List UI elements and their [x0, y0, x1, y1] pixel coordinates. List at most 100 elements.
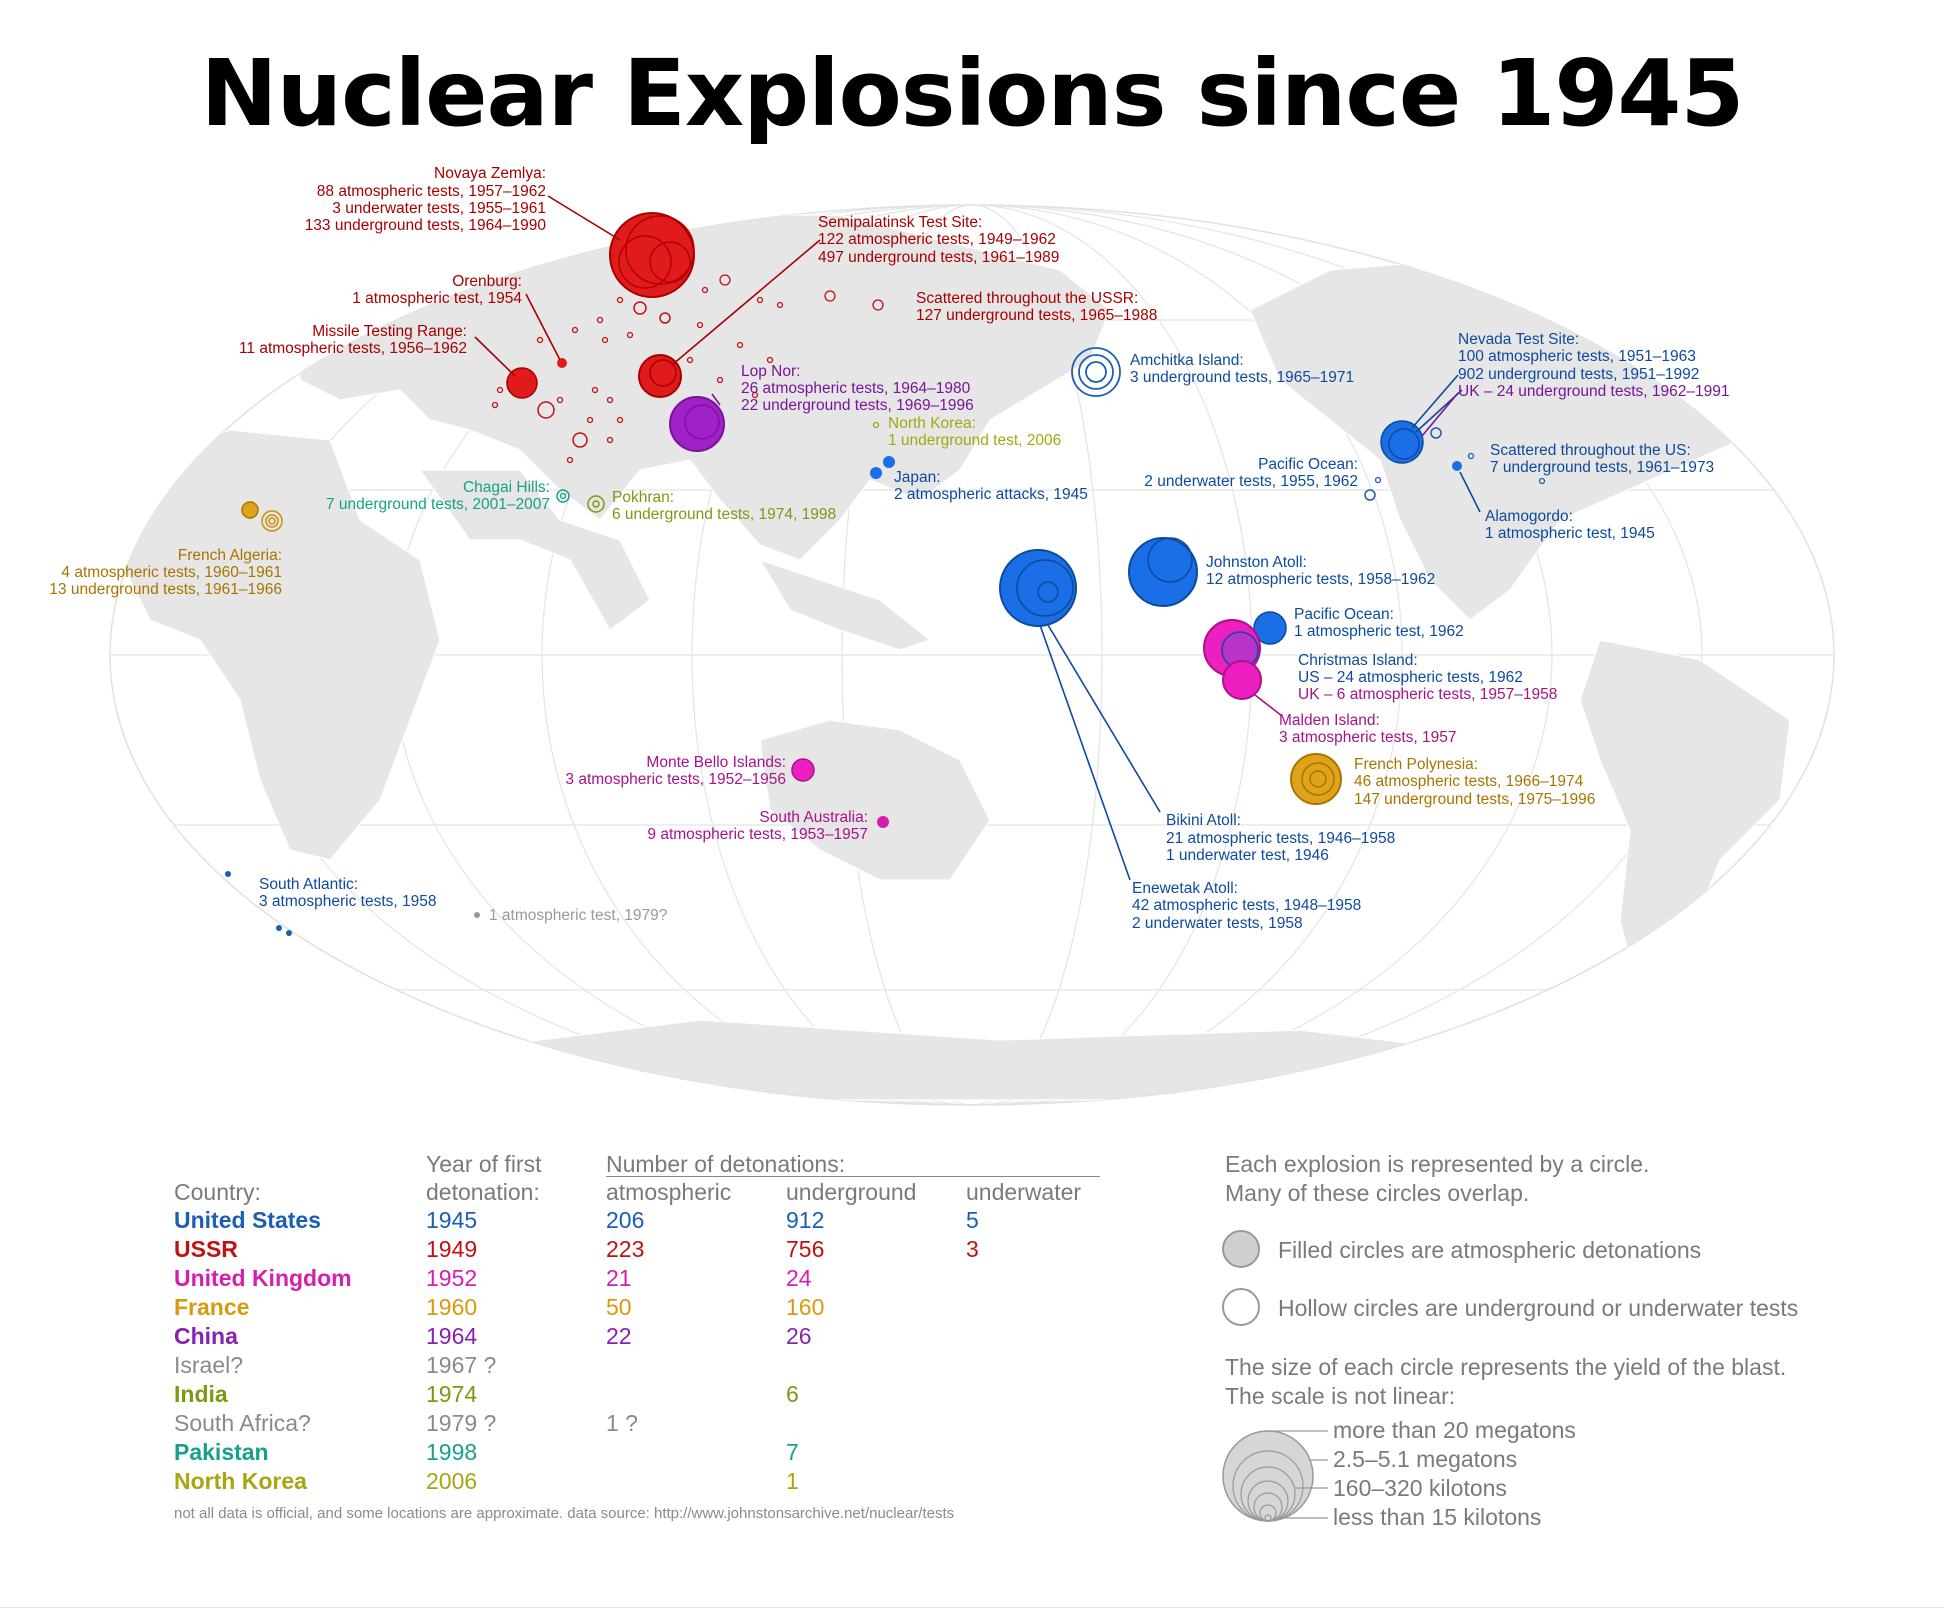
- table-cell-und: 6: [786, 1381, 799, 1407]
- legend-intro-1: Each explosion is represented by a circl…: [1225, 1151, 1650, 1177]
- label-johnston-1: 12 atmospheric tests, 1958–1962: [1206, 571, 1435, 588]
- svg-text:Monte Bello Islands:3 atmosphe: Monte Bello Islands: 3 atmospheric tests,…: [565, 754, 786, 788]
- site-algeria-atm: [241, 501, 259, 519]
- table-cell-und: 7: [786, 1439, 799, 1465]
- label-novaya-3: 133 underground tests, 1964–1990: [305, 217, 547, 234]
- label-nevada-0: Nevada Test Site:: [1458, 331, 1579, 348]
- label-christmas-0: Christmas Island:: [1298, 652, 1418, 669]
- site-japan-2: [870, 467, 882, 479]
- svg-text:Bikini Atoll:21 atmospheric te: Bikini Atoll: 21 atmospheric tests, 1946–…: [1166, 812, 1395, 864]
- label-enewetak-1: 42 atmospheric tests, 1948–1958: [1132, 897, 1361, 914]
- label-pokhran-1: 6 underground tests, 1974, 1998: [612, 506, 836, 523]
- site-pokhran: [587, 495, 605, 513]
- legend-hollow-text: Hollow circles are underground or underw…: [1278, 1295, 1799, 1321]
- label-semi-2: 497 underground tests, 1961–1989: [818, 249, 1059, 266]
- table-cell-atm: 21: [606, 1265, 632, 1291]
- table-head-year-2: detonation:: [426, 1179, 540, 1205]
- site-pacific-underwater: [1364, 489, 1376, 501]
- label-japan-0: Japan:: [894, 469, 941, 486]
- svg-text:Semipalatinsk Test Site:122 at: Semipalatinsk Test Site: 122 atmospheric …: [818, 214, 1059, 266]
- table-cell-year: 1967 ?: [426, 1352, 497, 1378]
- site-semipalatinsk: [638, 354, 682, 398]
- legend-scale-1: more than 20 megatons: [1333, 1417, 1576, 1443]
- label-saustralia-0: South Australia:: [759, 809, 868, 826]
- table-cell-year: 1949: [426, 1236, 478, 1262]
- label-pacific2-1: 1 atmospheric test, 1962: [1294, 623, 1464, 640]
- label-chagai-0: Chagai Hills:: [463, 479, 550, 496]
- table-cell-atm: 1 ?: [606, 1410, 638, 1436]
- svg-text:Missile Testing Range:11 atmos: Missile Testing Range: 11 atmospheric tes…: [239, 323, 467, 357]
- detonation-table: Country: Year of first detonation: Numbe…: [174, 1150, 1134, 1510]
- label-bikini-2: 1 underwater test, 1946: [1166, 847, 1329, 864]
- site-monte-bello: [791, 758, 815, 782]
- label-chagai-1: 7 underground tests, 2001–2007: [326, 496, 550, 513]
- table-cell-atm: 206: [606, 1207, 645, 1233]
- site-chagai: [556, 489, 570, 503]
- svg-text:Scattered throughout the USSR:: Scattered throughout the USSR: 127 underg…: [916, 290, 1157, 324]
- land-greenland: [1648, 249, 1801, 361]
- land-australia: [759, 719, 991, 881]
- label-semi-1: 122 atmospheric tests, 1949–1962: [818, 231, 1056, 248]
- table-cell-uw: 5: [966, 1207, 979, 1233]
- legend-scale-4: less than 15 kilotons: [1333, 1504, 1542, 1530]
- land-arabia-india: [418, 469, 651, 631]
- table-cell-und: 1: [786, 1468, 799, 1494]
- site-nevada: [1380, 420, 1442, 464]
- label-montebello-1: 3 atmospheric tests, 1952–1956: [565, 771, 786, 788]
- table-cell-year: 2006: [426, 1468, 478, 1494]
- table-cell-atm: 223: [606, 1236, 645, 1262]
- label-pokhran-0: Pokhran:: [612, 489, 674, 506]
- svg-text:South Australia:9 atmospheric: South Australia: 9 atmospheric tests, 195…: [647, 809, 868, 843]
- site-pacific-1962: [1253, 611, 1287, 645]
- svg-text:Enewetak Atoll:42 atmospheric: Enewetak Atoll: 42 atmospheric tests, 194…: [1132, 880, 1361, 932]
- table-cell-year: 1979 ?: [426, 1410, 497, 1436]
- label-lopnor-0: Lop Nor:: [741, 363, 800, 380]
- label-bikini-0: Bikini Atoll:: [1166, 812, 1241, 829]
- label-nevada-2: 902 underground tests, 1951–1992: [1458, 366, 1699, 383]
- label-nevada-1: 100 atmospheric tests, 1951–1963: [1458, 348, 1696, 365]
- label-enewetak-0: Enewetak Atoll:: [1132, 880, 1238, 897]
- label-johnston-0: Johnston Atoll:: [1206, 554, 1307, 571]
- site-orenburg: [557, 358, 567, 368]
- label-nk-0: North Korea:: [888, 415, 976, 432]
- table-cell-year: 1974: [426, 1381, 478, 1407]
- label-bikini-1: 21 atmospheric tests, 1946–1958: [1166, 830, 1395, 847]
- label-orenburg-1: 1 atmospheric test, 1954: [352, 290, 522, 307]
- legend-size-2: The scale is not linear:: [1225, 1383, 1456, 1409]
- label-amchitka-0: Amchitka Island:: [1130, 352, 1244, 369]
- legend-filled-circle: [1222, 1230, 1260, 1268]
- site-malden: [1222, 660, 1262, 700]
- label-malden-0: Malden Island:: [1279, 712, 1380, 729]
- label-novaya-2: 3 underwater tests, 1955–1961: [332, 200, 546, 217]
- leader-lines: [474, 195, 1481, 881]
- table-cell-country: India: [174, 1381, 228, 1407]
- label-missile-0: Missile Testing Range:: [312, 323, 467, 340]
- label-alamogordo-1: 1 atmospheric test, 1945: [1485, 525, 1655, 542]
- svg-text:Pokhran:6 underground tests, 1: Pokhran: 6 underground tests, 1974, 1998: [612, 489, 836, 523]
- label-novaya-1: 88 atmospheric tests, 1957–1962: [317, 183, 546, 200]
- site-bikini-enewetak: [999, 549, 1077, 627]
- legend-scale-3: 160–320 kilotons: [1333, 1475, 1507, 1501]
- site-japan-1: [883, 456, 895, 468]
- site-polynesia: [1290, 753, 1342, 805]
- label-satlantic-0: South Atlantic:: [259, 876, 358, 893]
- table-cell-und: 756: [786, 1236, 825, 1262]
- site-south-australia: [877, 816, 889, 828]
- legend-size-1: The size of each circle represents the y…: [1225, 1354, 1787, 1380]
- table-head-atmospheric: atmospheric: [606, 1179, 732, 1205]
- label-enewetak-2: 2 underwater tests, 1958: [1132, 915, 1303, 932]
- label-algeria-0: French Algeria:: [178, 547, 282, 564]
- label-pacific2-0: Pacific Ocean:: [1294, 606, 1394, 623]
- label-lopnor-1: 26 atmospheric tests, 1964–1980: [741, 380, 971, 397]
- svg-text:French Polynesia:46 atmospheri: French Polynesia: 46 atmospheric tests, 1…: [1354, 756, 1595, 808]
- map-labels: Novaya Zemlya: 88 atmospheric tests, 1957…: [49, 165, 1729, 932]
- label-scattered-ussr-1: 127 underground tests, 1965–1988: [916, 307, 1157, 324]
- svg-text:1 atmospheric test, 1979?: 1 atmospheric test, 1979?: [489, 907, 668, 924]
- site-johnston: [1128, 537, 1198, 607]
- table-cell-country: France: [174, 1294, 250, 1320]
- table-head-underground: underground: [786, 1179, 917, 1205]
- label-pacific1-1: 2 underwater tests, 1955, 1962: [1144, 473, 1358, 490]
- bottom-rule: [0, 1607, 1944, 1608]
- page-title: Nuclear Explosions since 1945: [200, 40, 1745, 147]
- label-semi-0: Semipalatinsk Test Site:: [818, 214, 982, 231]
